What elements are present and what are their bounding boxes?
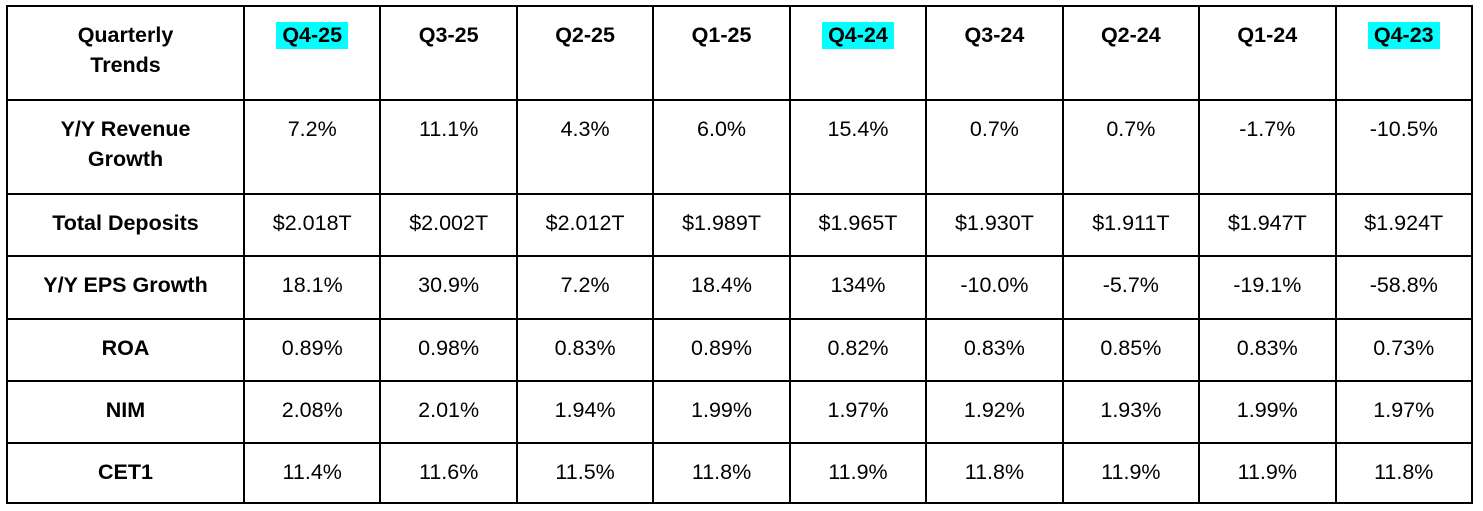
data-cell: $1.930T xyxy=(925,193,1064,257)
column-header-label: Q4-24 xyxy=(822,22,894,49)
data-cell: $1.911T xyxy=(1061,193,1201,257)
data-cell: 11.6% xyxy=(379,442,518,504)
table-row: CET1 11.4% 11.6% 11.5% 11.8% 11.9% 11.8%… xyxy=(6,442,1473,504)
data-cell: 0.85% xyxy=(1061,318,1201,382)
data-cell: 11.5% xyxy=(515,442,655,504)
data-cell: -1.7% xyxy=(1198,99,1337,195)
column-header: Q1-25 xyxy=(652,5,791,101)
row-label: Total Deposits xyxy=(6,193,245,257)
data-cell: 11.4% xyxy=(242,442,382,504)
table-row: ROA 0.89% 0.98% 0.83% 0.89% 0.82% 0.83% … xyxy=(6,318,1473,382)
data-cell: 1.94% xyxy=(515,380,655,444)
column-header: Q2-24 xyxy=(1061,5,1201,101)
column-header-label: Q1-25 xyxy=(691,23,752,47)
data-cell: 0.89% xyxy=(652,318,791,382)
data-cell: 7.2% xyxy=(515,255,655,320)
data-cell: 11.8% xyxy=(652,442,791,504)
data-cell: 6.0% xyxy=(652,99,791,195)
data-cell: 0.82% xyxy=(788,318,928,382)
column-header-label: Q1-24 xyxy=(1237,23,1298,47)
column-header-label: Q4-23 xyxy=(1367,22,1440,49)
data-cell: 11.9% xyxy=(1198,442,1337,504)
row-label: ROA xyxy=(6,318,245,382)
data-cell: 1.99% xyxy=(1198,380,1337,444)
data-cell: 0.7% xyxy=(1061,99,1201,195)
data-cell: 134% xyxy=(788,255,928,320)
column-header: Q3-25 xyxy=(379,5,518,101)
data-cell: -58.8% xyxy=(1334,255,1473,320)
data-cell: $1.924T xyxy=(1334,193,1473,257)
row-label: CET1 xyxy=(6,442,245,504)
table-row: Y/Y Revenue Growth 7.2% 11.1% 4.3% 6.0% … xyxy=(6,99,1473,195)
table-row: Y/Y EPS Growth 18.1% 30.9% 7.2% 18.4% 13… xyxy=(6,255,1473,320)
data-cell: 11.8% xyxy=(1334,442,1473,504)
data-cell: 0.83% xyxy=(1198,318,1337,382)
row-label: NIM xyxy=(6,380,245,444)
table-row: NIM 2.08% 2.01% 1.94% 1.99% 1.97% 1.92% … xyxy=(6,380,1473,444)
data-cell: 1.93% xyxy=(1061,380,1201,444)
column-header: Q4-24 xyxy=(788,5,928,101)
data-cell: $1.989T xyxy=(652,193,791,257)
data-cell: 11.9% xyxy=(1061,442,1201,504)
data-cell: 11.9% xyxy=(788,442,928,504)
data-cell: 4.3% xyxy=(515,99,655,195)
data-cell: -5.7% xyxy=(1061,255,1201,320)
column-header-label: Q4-25 xyxy=(276,22,349,49)
data-cell: 0.83% xyxy=(925,318,1064,382)
data-cell: $1.965T xyxy=(788,193,928,257)
data-cell: $1.947T xyxy=(1198,193,1337,257)
data-cell: 11.1% xyxy=(379,99,518,195)
data-cell: -19.1% xyxy=(1198,255,1337,320)
column-header: Q2-25 xyxy=(515,5,655,101)
column-header: Q4-25 xyxy=(242,5,382,101)
data-cell: 0.89% xyxy=(242,318,382,382)
data-cell: $2.002T xyxy=(379,193,518,257)
data-cell: 1.97% xyxy=(788,380,928,444)
table-title: Quarterly Trends xyxy=(77,23,174,78)
column-header: Q4-23 xyxy=(1334,5,1473,101)
data-cell: 7.2% xyxy=(242,99,382,195)
table-header-row: Quarterly Trends Q4-25 Q3-25 Q2-25 Q1-25… xyxy=(6,5,1473,101)
data-cell: 2.08% xyxy=(242,380,382,444)
data-cell: 0.73% xyxy=(1334,318,1473,382)
data-cell: 15.4% xyxy=(788,99,928,195)
data-cell: 1.92% xyxy=(925,380,1064,444)
data-cell: -10.0% xyxy=(925,255,1064,320)
data-cell: 11.8% xyxy=(925,442,1064,504)
data-cell: -10.5% xyxy=(1334,99,1473,195)
column-header-label: Q3-25 xyxy=(418,23,479,47)
data-cell: 0.7% xyxy=(925,99,1064,195)
row-label-text: Y/Y Revenue Growth xyxy=(60,117,191,172)
data-cell: 1.99% xyxy=(652,380,791,444)
table-corner-header: Quarterly Trends xyxy=(6,5,245,101)
data-cell: 18.1% xyxy=(242,255,382,320)
data-cell: 0.98% xyxy=(379,318,518,382)
column-header-label: Q3-24 xyxy=(964,23,1025,47)
quarterly-trends-table: Quarterly Trends Q4-25 Q3-25 Q2-25 Q1-25… xyxy=(6,5,1473,504)
data-cell: $2.012T xyxy=(515,193,655,257)
column-header: Q3-24 xyxy=(925,5,1064,101)
data-cell: 2.01% xyxy=(379,380,518,444)
column-header-label: Q2-24 xyxy=(1100,23,1161,47)
row-label: Y/Y EPS Growth xyxy=(6,255,245,320)
column-header-label: Q2-25 xyxy=(555,23,615,47)
data-cell: $2.018T xyxy=(242,193,382,257)
data-cell: 0.83% xyxy=(515,318,655,382)
row-label: Y/Y Revenue Growth xyxy=(6,99,245,195)
data-cell: 30.9% xyxy=(379,255,518,320)
data-cell: 1.97% xyxy=(1334,380,1473,444)
column-header: Q1-24 xyxy=(1198,5,1337,101)
table-row: Total Deposits $2.018T $2.002T $2.012T $… xyxy=(6,193,1473,257)
data-cell: 18.4% xyxy=(652,255,791,320)
